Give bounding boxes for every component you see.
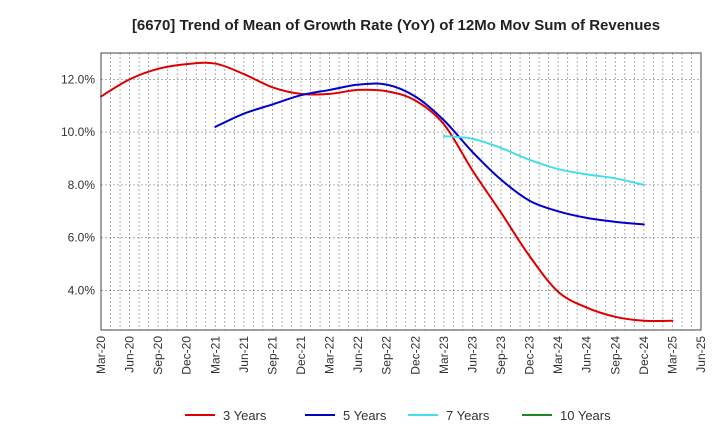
x-tick-label: Dec-20 bbox=[180, 336, 194, 375]
series-line-7-years bbox=[442, 135, 645, 186]
x-tick-label: Mar-21 bbox=[208, 336, 222, 374]
x-tick-label: Sep-22 bbox=[380, 336, 394, 375]
series-line-5-years bbox=[214, 82, 645, 226]
chart-title: [6670] Trend of Mean of Growth Rate (YoY… bbox=[132, 17, 660, 34]
y-tick-label: 10.0% bbox=[61, 125, 95, 139]
x-tick-label: Dec-23 bbox=[523, 336, 537, 375]
x-tick-label: Mar-20 bbox=[94, 336, 108, 374]
x-tick-label: Sep-23 bbox=[494, 336, 508, 375]
x-tick-label: Sep-24 bbox=[608, 336, 622, 375]
x-tick-label: Jun-20 bbox=[123, 336, 137, 373]
legend-label-3-years: 3 Years bbox=[223, 408, 267, 423]
legend: 3 Years 5 Years 7 Years 10 Years bbox=[185, 408, 611, 423]
x-tick-label: Sep-21 bbox=[265, 336, 279, 375]
legend-label-5-years: 5 Years bbox=[343, 408, 387, 423]
y-tick-label: 6.0% bbox=[68, 231, 96, 245]
x-tick-label: Mar-24 bbox=[551, 336, 565, 374]
x-tick-label: Mar-23 bbox=[437, 336, 451, 374]
y-tick-label: 12.0% bbox=[61, 72, 95, 86]
x-tick-label: Dec-21 bbox=[294, 336, 308, 375]
x-tick-label: Jun-21 bbox=[237, 336, 251, 373]
x-tick-label: Mar-22 bbox=[323, 336, 337, 374]
legend-label-10-years: 10 Years bbox=[560, 408, 611, 423]
y-tick-label: 8.0% bbox=[68, 178, 96, 192]
y-axis: 4.0% 6.0% 8.0% 10.0% 12.0% bbox=[61, 72, 95, 297]
x-tick-label: Dec-22 bbox=[408, 336, 422, 375]
legend-label-7-years: 7 Years bbox=[446, 408, 490, 423]
x-tick-label: Jun-23 bbox=[465, 336, 479, 373]
y-tick-label: 4.0% bbox=[68, 283, 96, 297]
x-tick-label: Dec-24 bbox=[637, 336, 651, 375]
x-tick-label: Jun-25 bbox=[694, 336, 708, 373]
x-tick-label: Jun-22 bbox=[351, 336, 365, 373]
plot-area bbox=[100, 52, 702, 331]
x-tick-label: Mar-25 bbox=[665, 336, 679, 374]
x-tick-label: Sep-20 bbox=[151, 336, 165, 375]
grid bbox=[101, 53, 701, 330]
series-line-3-years bbox=[100, 61, 674, 323]
x-tick-label: Jun-24 bbox=[580, 336, 594, 373]
x-axis: Mar-20 Jun-20 Sep-20 Dec-20 Mar-21 Jun-21 Sep-… bbox=[94, 336, 708, 375]
series-layer bbox=[100, 61, 674, 323]
